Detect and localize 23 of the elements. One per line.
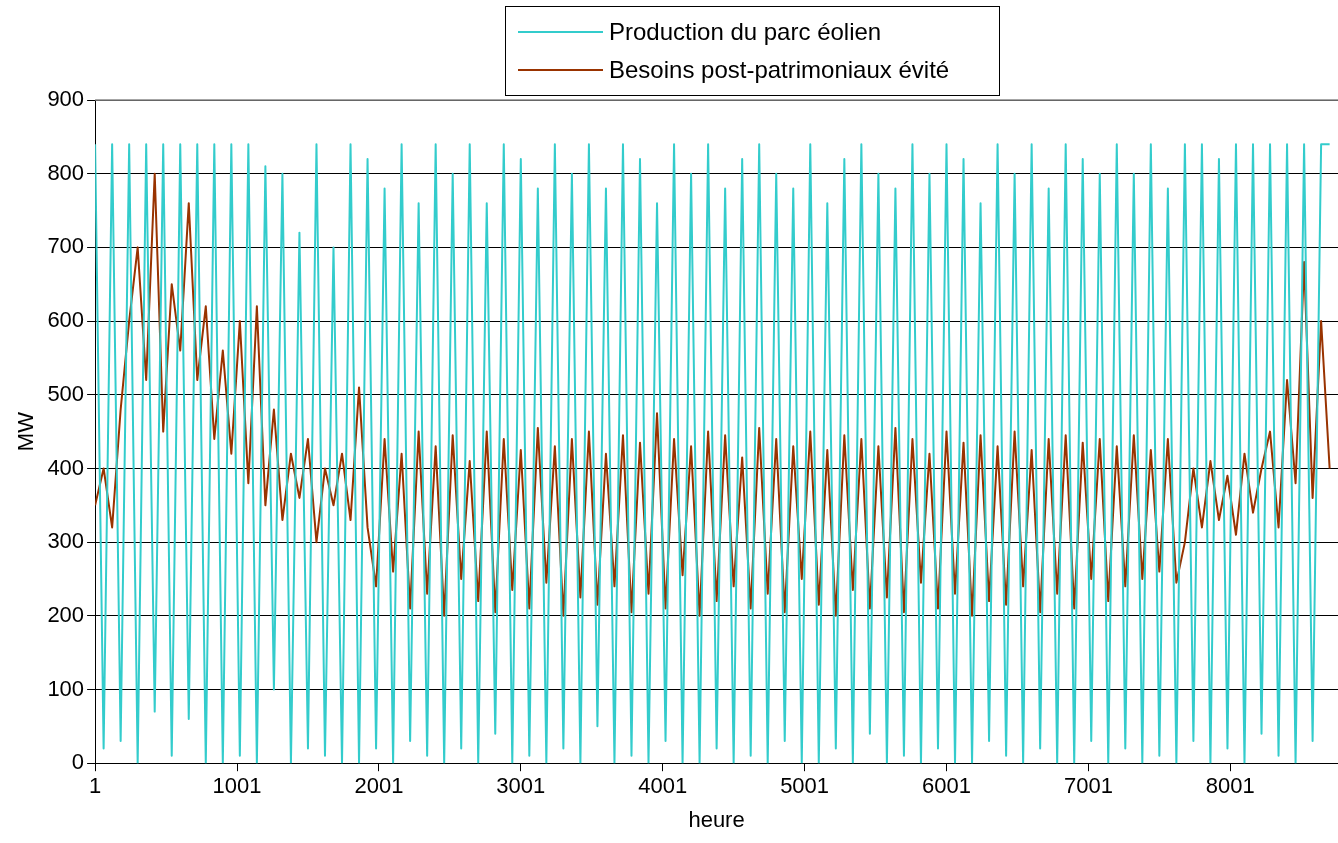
y-tick-label: 200 — [47, 601, 85, 627]
x-tick-label: 1001 — [212, 773, 262, 799]
y-tick-label: 600 — [47, 307, 85, 333]
y-axis-title: MW — [13, 411, 39, 452]
legend-label: Production du parc éolien — [609, 17, 882, 47]
x-tick-label: 3001 — [496, 773, 546, 799]
x-tick-label: 1 — [88, 773, 102, 799]
y-tick-label: 100 — [47, 675, 85, 701]
y-tick-label: 800 — [47, 159, 85, 185]
y-tick-label: 0 — [71, 749, 85, 775]
x-tick-label: 8001 — [1205, 773, 1255, 799]
legend-label: Besoins post-patrimoniaux évité — [609, 55, 950, 85]
x-axis-title: heure — [688, 806, 745, 832]
y-tick-label: 500 — [47, 380, 85, 406]
y-tick-label: 300 — [47, 528, 85, 554]
x-tick-label: 2001 — [354, 773, 404, 799]
y-tick-label: 700 — [47, 233, 85, 259]
y-tick-label: 400 — [47, 454, 85, 480]
x-tick-label: 6001 — [922, 773, 971, 799]
x-tick-label: 4001 — [638, 773, 688, 799]
x-tick-label: 5001 — [780, 773, 830, 799]
y-tick-label: 900 — [47, 86, 85, 112]
x-tick-label: 7001 — [1063, 773, 1113, 799]
